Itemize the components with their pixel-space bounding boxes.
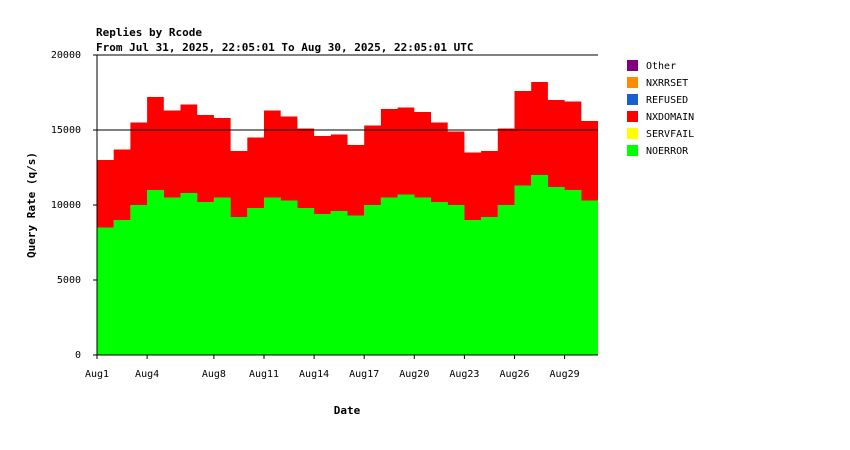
legend-swatch-noerror <box>627 145 638 156</box>
y-axis-label: Query Rate (q/s) <box>25 152 38 258</box>
x-tick-label: Aug20 <box>399 369 429 380</box>
x-tick-label: Aug8 <box>202 369 226 380</box>
x-tick-label: Aug17 <box>349 369 379 380</box>
legend-swatch-nxdomain <box>627 111 638 122</box>
y-tick-label: 20000 <box>51 50 81 61</box>
x-tick-label: Aug23 <box>449 369 479 380</box>
legend-label-noerror: NOERROR <box>646 146 689 157</box>
x-tick-label: Aug1 <box>85 369 109 380</box>
x-axis-label: Date <box>334 404 361 417</box>
legend: Other NXRRSET REFUSED NXDOMAIN SERVFAIL NOERR… <box>627 60 694 157</box>
legend-label-nxdomain: NXDOMAIN <box>646 112 694 123</box>
legend-swatch-other <box>627 60 638 71</box>
y-tick-label: 15000 <box>51 125 81 136</box>
x-tick-label: Aug29 <box>550 369 580 380</box>
legend-label-refused: REFUSED <box>646 95 688 106</box>
legend-swatch-servfail <box>627 128 638 139</box>
legend-label-nxrrset: NXRRSET <box>646 78 688 89</box>
legend-swatch-nxrrset <box>627 77 638 88</box>
x-tick-label: Aug11 <box>249 369 279 380</box>
legend-label-servfail: SERVFAIL <box>646 129 694 140</box>
series-nxdomain-area <box>97 82 598 228</box>
y-axis-ticks: 0 5000 10000 15000 20000 <box>51 50 97 361</box>
grid-layer <box>97 54 598 131</box>
legend-label-other: Other <box>646 61 676 72</box>
y-tick-label: 10000 <box>51 200 81 211</box>
x-tick-label: Aug26 <box>499 369 529 380</box>
y-tick-label: 5000 <box>57 275 81 286</box>
legend-swatch-refused <box>627 94 638 105</box>
x-tick-label: Aug14 <box>299 369 329 380</box>
x-tick-label: Aug4 <box>135 369 159 380</box>
x-axis-ticks: Aug1 Aug4 Aug8 Aug11 Aug14 Aug17 Aug20 Aug23 Aug… <box>85 355 580 380</box>
y-tick-label: 0 <box>75 350 81 361</box>
chart-title: Replies by Rcode <box>96 26 202 39</box>
chart-subtitle: From Jul 31, 2025, 22:05:01 To Aug 30, 2… <box>96 41 474 54</box>
plot-area <box>97 82 598 355</box>
